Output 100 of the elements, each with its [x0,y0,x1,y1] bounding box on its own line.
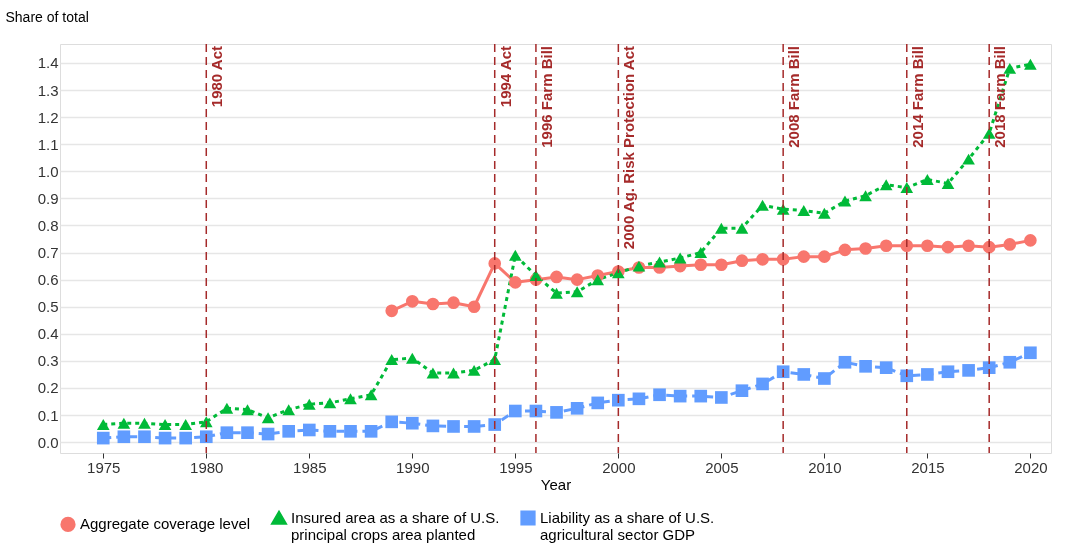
y-tick-label: 0.3 [37,352,59,370]
point [715,391,728,404]
point [509,249,522,261]
point [261,412,275,424]
y-tick-label: 1.1 [37,135,59,153]
point [344,393,357,405]
point [158,431,172,445]
point [344,425,357,438]
point [962,153,975,165]
point [426,419,440,433]
point [1003,355,1017,369]
point [241,404,254,416]
x-tick-label: 2015 [911,458,945,476]
point [797,205,811,217]
ref-line-label: 1994 Act [496,46,514,108]
y-tick-label: 0.4 [37,325,59,343]
point [302,423,316,437]
point [632,392,646,406]
point [900,369,914,383]
point [673,389,687,403]
point [1003,62,1017,74]
point [818,250,831,263]
point [117,430,131,444]
point [818,207,831,219]
point [467,300,481,314]
point [179,419,192,431]
point [509,276,522,289]
point [859,190,872,202]
point [261,427,275,441]
point [838,195,852,207]
point [96,419,110,431]
y-axis-title: Share of total [5,8,89,25]
point [591,274,605,286]
y-tick-label: 0.0 [37,433,59,451]
point [859,360,872,373]
point [838,355,852,369]
y-tick-label: 0.7 [37,244,59,262]
point [694,258,708,272]
legend-label: Liability as a share of U.S. agricultural sector GDP [540,509,715,543]
point [220,426,234,440]
point [879,179,893,191]
y-tick-label: 0.9 [37,189,59,207]
point [117,417,131,429]
point [385,304,399,318]
point [756,253,769,266]
point [447,420,460,433]
point [941,178,955,189]
y-tick-label: 1.3 [37,81,59,99]
point [818,372,831,385]
x-tick-label: 1975 [87,458,121,476]
point [488,418,502,431]
point [756,377,769,391]
point [323,397,337,409]
point [364,389,378,401]
point [941,365,955,379]
point [797,250,811,263]
point [1024,58,1037,70]
point [735,384,749,398]
point [550,287,563,299]
y-tick-label: 0.1 [37,406,59,424]
point [715,258,728,272]
point [447,367,460,379]
point [962,364,975,377]
ref-line-label: 1996 Farm Bill [537,46,555,148]
point [612,393,625,407]
x-tick-label: 2005 [705,458,739,476]
point [323,425,337,438]
point [447,296,460,309]
x-tick-label: 2010 [808,458,842,476]
x-tick-label: 2000 [602,458,636,476]
point [879,239,893,253]
point [694,247,708,259]
point [138,430,151,444]
x-tick-label: 2020 [1014,458,1048,476]
legend-label: Aggregate coverage level [80,515,251,533]
ref-line-label: 1980 Act [208,46,226,108]
point [426,367,440,379]
point [921,173,934,185]
y-tick-label: 1.4 [37,54,59,72]
point [1024,346,1037,360]
point [405,416,419,430]
point [385,415,399,429]
ref-line-label: 2000 Ag. Risk Protection Act [620,46,638,250]
point [302,398,316,410]
point [488,257,502,270]
point [653,388,666,402]
y-tick-label: 1.0 [37,162,59,180]
y-tick-label: 0.6 [37,271,59,289]
point [797,368,811,381]
point [199,430,213,444]
x-tick-label: 1985 [293,458,327,476]
point [756,199,769,211]
ref-line-label: 2014 Farm Bill [908,46,926,148]
x-tick-label: 1995 [499,458,533,476]
point [570,286,584,298]
x-axis-title: Year [540,475,572,493]
point [1024,234,1037,247]
point [715,222,728,234]
point [570,273,584,286]
ref-line-label: 2008 Farm Bill [785,46,803,148]
